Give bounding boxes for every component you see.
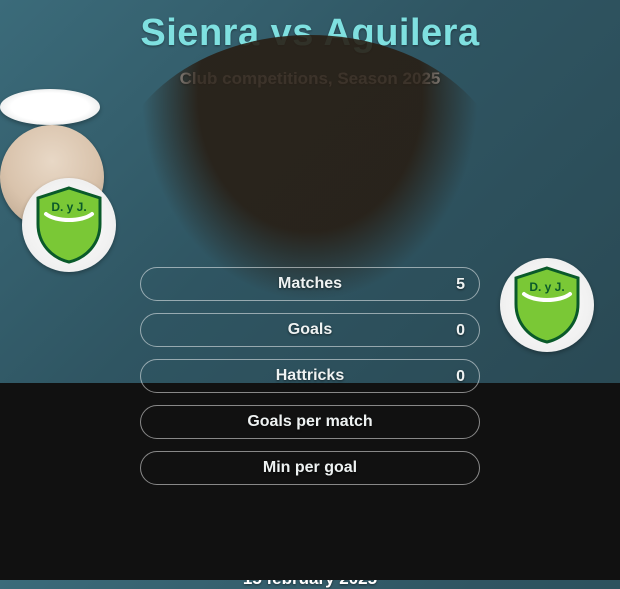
stat-row: Hattricks 0 bbox=[140, 359, 480, 393]
stat-row: Goals 0 bbox=[140, 313, 480, 347]
stat-label: Goals bbox=[288, 321, 332, 339]
player1-avatar bbox=[0, 89, 100, 125]
stat-right-value bbox=[451, 406, 479, 440]
stats-block: Matches 5 Goals 0 Hattricks 0 Goals per … bbox=[0, 267, 620, 485]
stat-left-value bbox=[141, 452, 169, 486]
stat-left-value bbox=[141, 268, 169, 302]
infographic-root: Sienra vs Aguilera Club competitions, Se… bbox=[0, 0, 620, 580]
stat-row: Min per goal bbox=[140, 451, 480, 485]
shield-icon: D. y J. bbox=[34, 186, 104, 264]
stat-right-value: 0 bbox=[442, 360, 479, 394]
stat-left-value bbox=[141, 406, 169, 440]
stat-left-value bbox=[141, 314, 169, 348]
stat-label: Min per goal bbox=[263, 459, 357, 477]
stat-label: Hattricks bbox=[276, 367, 344, 385]
stat-row: Matches 5 bbox=[140, 267, 480, 301]
stat-left-value bbox=[141, 360, 169, 394]
stat-label: Matches bbox=[278, 275, 342, 293]
club-abbrev: D. y J. bbox=[51, 200, 86, 214]
stat-right-value bbox=[451, 452, 479, 486]
stat-right-value: 0 bbox=[442, 314, 479, 348]
stat-label: Goals per match bbox=[247, 413, 372, 431]
player1-club-badge: D. y J. bbox=[22, 178, 116, 272]
stat-right-value: 5 bbox=[442, 268, 479, 302]
stat-row: Goals per match bbox=[140, 405, 480, 439]
